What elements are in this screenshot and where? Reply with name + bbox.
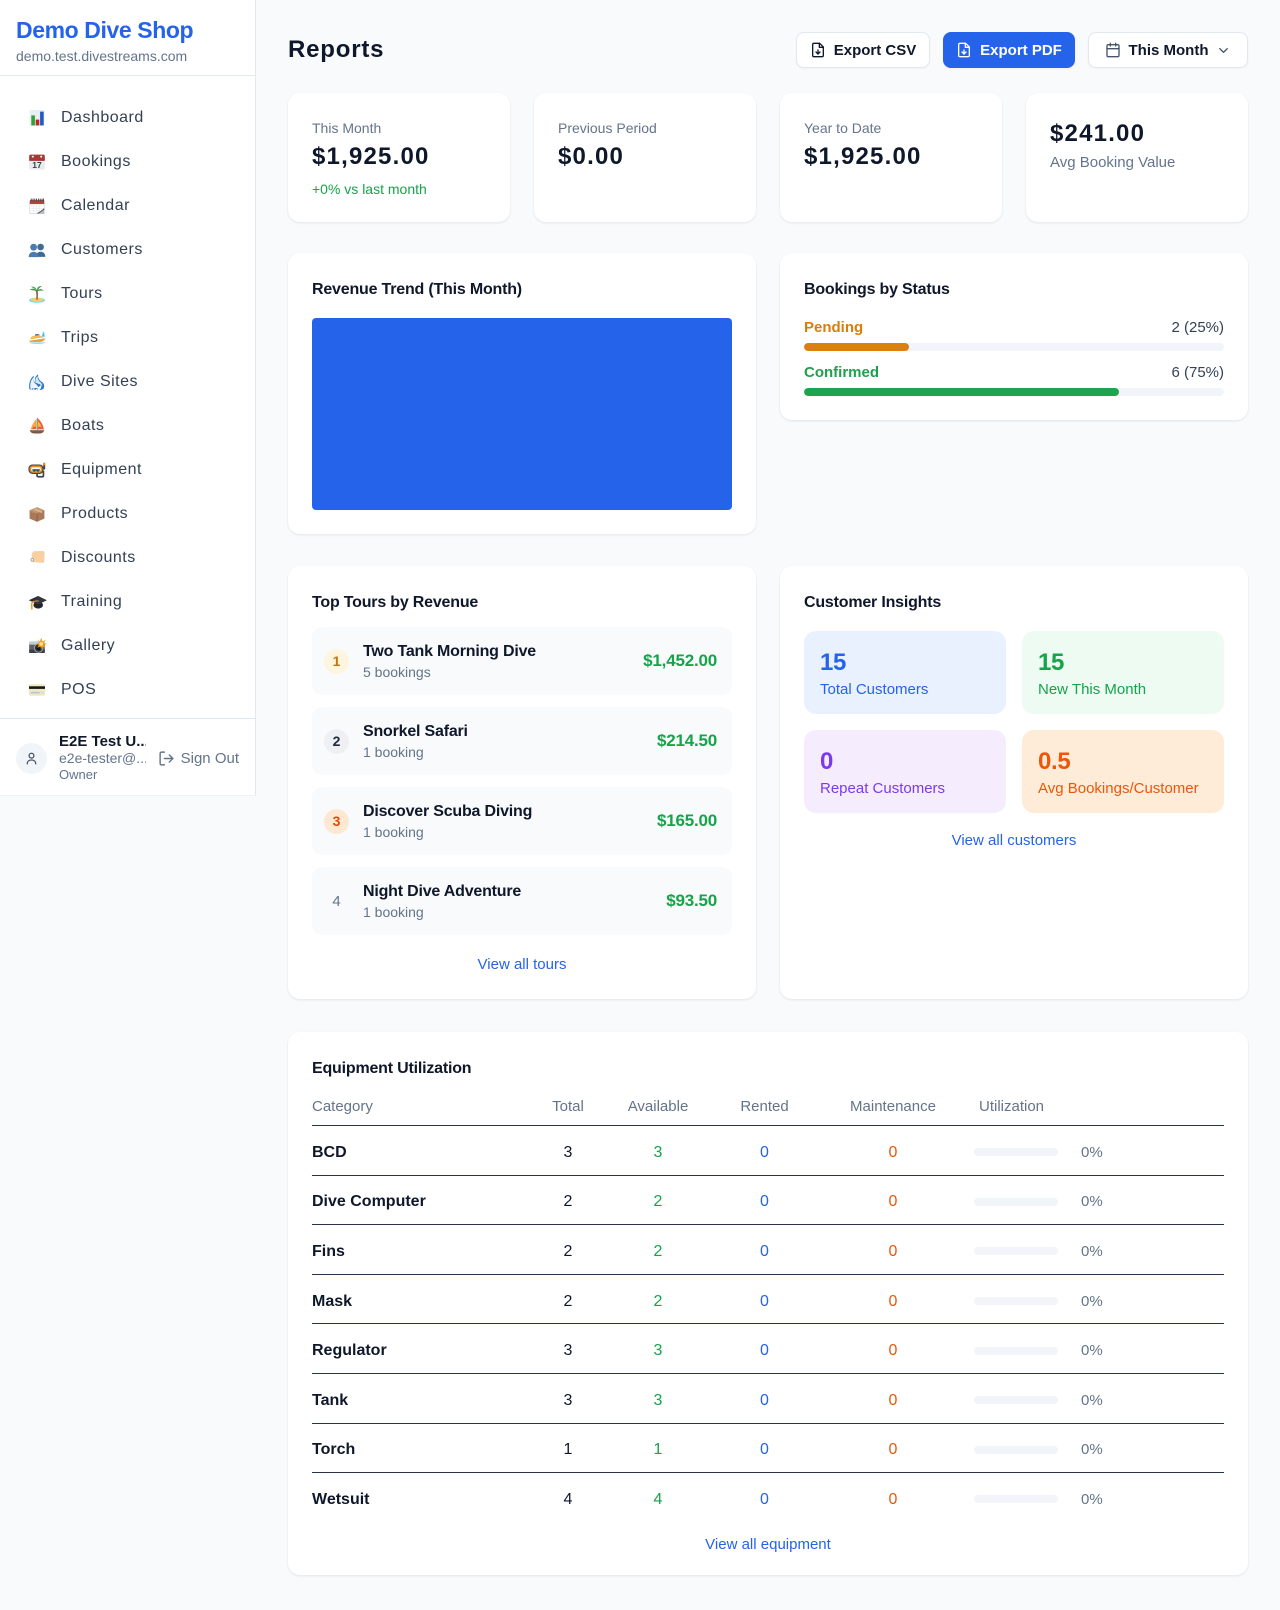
svg-text:17: 17: [32, 160, 42, 170]
